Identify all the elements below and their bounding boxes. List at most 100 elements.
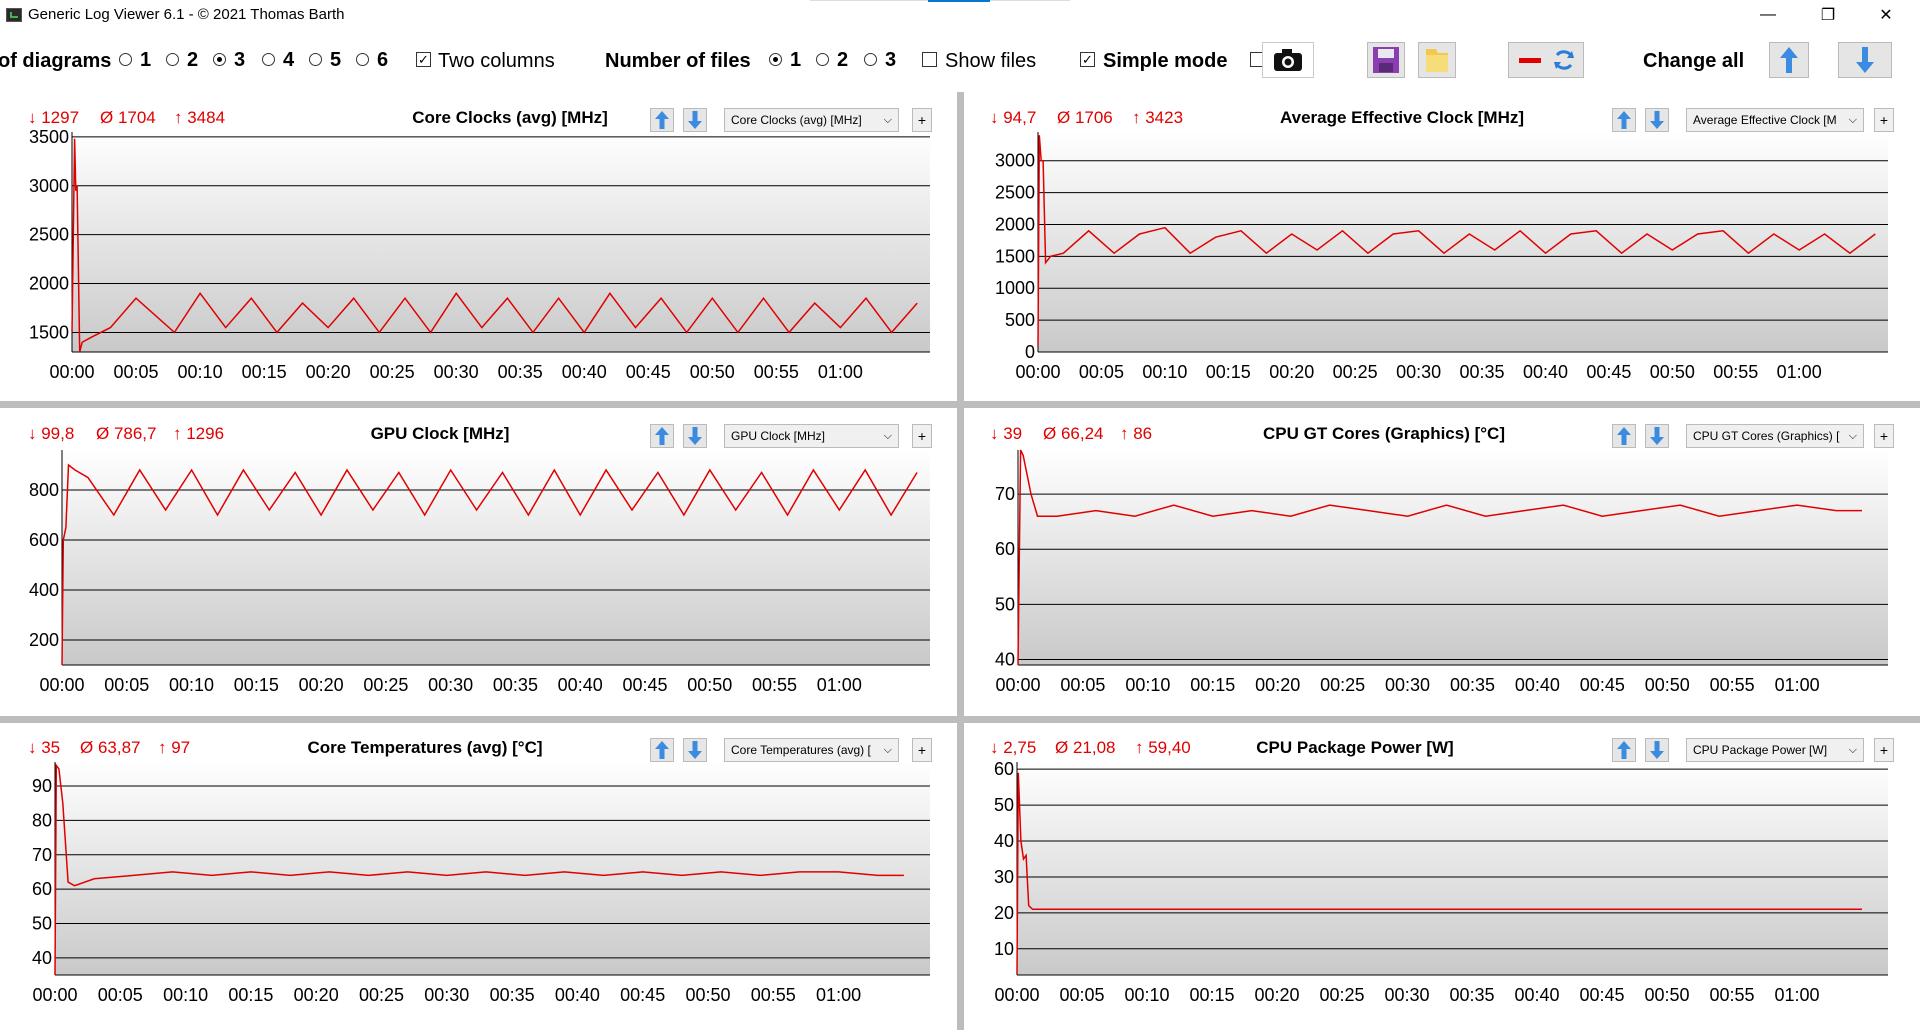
x-tick-label: 00:40 <box>558 675 603 695</box>
sensor-select[interactable]: Core Temperatures (avg) [⌵ <box>724 738 899 762</box>
plot-area <box>1038 132 1888 352</box>
restore-button[interactable]: ❐ <box>1820 7 1836 24</box>
move-down-button[interactable] <box>1645 108 1669 132</box>
move-all-up-button[interactable] <box>1769 42 1809 78</box>
y-tick-label: 40 <box>995 649 1015 669</box>
open-folder-button[interactable] <box>1418 42 1456 78</box>
chevron-down-icon: ⌵ <box>883 430 892 442</box>
plot-area <box>1017 762 1888 975</box>
add-series-button[interactable]: + <box>1874 108 1894 132</box>
column-divider[interactable] <box>957 92 964 1030</box>
add-series-button[interactable]: + <box>912 738 932 762</box>
close-button[interactable]: ✕ <box>1879 7 1893 24</box>
window-title: Generic Log Viewer 6.1 - © 2021 Thomas B… <box>28 6 345 23</box>
move-down-button[interactable] <box>683 108 707 132</box>
sensor-select[interactable]: GPU Clock [MHz] ⌵ <box>724 424 899 448</box>
move-down-button[interactable] <box>683 424 707 448</box>
move-up-button[interactable] <box>1612 738 1636 762</box>
simple-mode-checkbox[interactable]: ✓ <box>1080 52 1095 67</box>
add-series-button[interactable]: + <box>1874 738 1894 762</box>
y-tick-label: 400 <box>29 580 59 600</box>
move-up-button[interactable] <box>650 738 674 762</box>
two-columns-checkbox[interactable]: ✓ <box>416 52 431 67</box>
save-button[interactable] <box>1367 42 1405 78</box>
sensor-select-value: CPU GT Cores (Graphics) [ <box>1693 429 1840 443</box>
move-all-down-button[interactable] <box>1838 42 1892 78</box>
x-tick-label: 00:25 <box>1320 675 1365 695</box>
sensor-select-value: CPU Package Power [W] <box>1693 743 1828 757</box>
file-radio-label: 3 <box>885 49 897 71</box>
x-tick-label: 00:40 <box>562 362 607 382</box>
max-value: ↑ 86 <box>1120 424 1153 443</box>
y-tick-label: 0 <box>1025 342 1035 362</box>
max-value: ↑ 1296 <box>173 424 225 443</box>
add-series-button[interactable]: + <box>912 424 932 448</box>
max-value: ↑ 3423 <box>1132 108 1184 127</box>
line-chart: 0 500 1000 1500 2000 2500 3000 00:00 00:05 00:10 0… <box>995 132 1888 382</box>
files-label: Number of files <box>605 50 751 72</box>
diagram-radio-label: 1 <box>140 49 152 71</box>
x-tick-label: 00:20 <box>294 985 339 1005</box>
sensor-select-value: GPU Clock [MHz] <box>731 429 826 443</box>
max-value: ↑ 3484 <box>174 108 226 127</box>
camera-button[interactable] <box>1262 42 1314 78</box>
show-files-checkbox[interactable] <box>922 52 937 67</box>
diagram-radio-2[interactable] <box>166 53 179 66</box>
row-divider[interactable] <box>0 716 1920 723</box>
minimize-button[interactable]: — <box>1760 6 1776 23</box>
move-up-button[interactable] <box>1612 108 1636 132</box>
line-refresh-button[interactable] <box>1508 42 1584 78</box>
max-value: ↑ 59,40 <box>1135 738 1191 757</box>
file-radio-3[interactable] <box>864 53 877 66</box>
y-tick-label: 600 <box>29 530 59 550</box>
plot-area <box>62 450 930 665</box>
y-tick-label: 800 <box>29 480 59 500</box>
x-tick-label: 00:25 <box>359 985 404 1005</box>
row-divider[interactable] <box>0 401 1920 408</box>
diagram-radio-1[interactable] <box>119 53 132 66</box>
y-tick-label: 40 <box>32 948 52 968</box>
sensor-select[interactable]: Core Clocks (avg) [MHz] ⌵ <box>724 108 899 132</box>
move-down-button[interactable] <box>1645 424 1669 448</box>
x-tick-label: 00:50 <box>1644 985 1689 1005</box>
avg-value: Ø 21,08 <box>1055 738 1116 757</box>
min-value: ↓ 94,7 <box>990 108 1037 127</box>
move-down-button[interactable] <box>683 738 707 762</box>
move-down-button[interactable] <box>1645 738 1669 762</box>
x-tick-label: 00:40 <box>555 985 600 1005</box>
y-tick-label: 90 <box>32 776 52 796</box>
x-tick-label: 00:55 <box>754 362 799 382</box>
file-radio-1[interactable] <box>769 53 782 66</box>
chevron-down-icon: ⌵ <box>883 114 892 126</box>
x-tick-label: 00:00 <box>995 675 1040 695</box>
move-up-button[interactable] <box>650 424 674 448</box>
diagram-radio-3[interactable] <box>213 53 226 66</box>
move-up-button[interactable] <box>1612 424 1636 448</box>
line-refresh-icon <box>1519 50 1574 70</box>
diagram-radio-5[interactable] <box>309 53 322 66</box>
sensor-select[interactable]: Average Effective Clock [M ⌵ <box>1686 108 1864 132</box>
add-series-button[interactable]: + <box>912 108 932 132</box>
y-tick-label: 2000 <box>995 214 1035 234</box>
add-series-button[interactable]: + <box>1874 424 1894 448</box>
file-radio-2[interactable] <box>816 53 829 66</box>
arrow-up-icon <box>1617 741 1631 759</box>
x-tick-label: 00:40 <box>1523 362 1568 382</box>
arrow-up-icon <box>655 427 669 445</box>
diagram-radio-4[interactable] <box>262 53 275 66</box>
y-tick-label: 50 <box>994 795 1014 815</box>
y-tick-label: 3000 <box>29 176 69 196</box>
sensor-select[interactable]: CPU Package Power [W] ⌵ <box>1686 738 1864 762</box>
diagram-radio-6[interactable] <box>356 53 369 66</box>
min-value: ↓ 35 <box>28 738 61 757</box>
panel-title: CPU GT Cores (Graphics) [°C] <box>1263 424 1505 443</box>
x-tick-label: 00:30 <box>434 362 479 382</box>
y-tick-label: 80 <box>32 810 52 830</box>
title-bar: Generic Log Viewer 6.1 - © 2021 Thomas B… <box>0 0 1920 30</box>
avg-value: Ø 1706 <box>1057 108 1113 127</box>
x-tick-label: 00:50 <box>1650 362 1695 382</box>
sensor-select[interactable]: CPU GT Cores (Graphics) [⌵ <box>1686 424 1864 448</box>
move-up-button[interactable] <box>650 108 674 132</box>
panel-title: GPU Clock [MHz] <box>370 424 510 443</box>
x-tick-label: 00:35 <box>490 985 535 1005</box>
